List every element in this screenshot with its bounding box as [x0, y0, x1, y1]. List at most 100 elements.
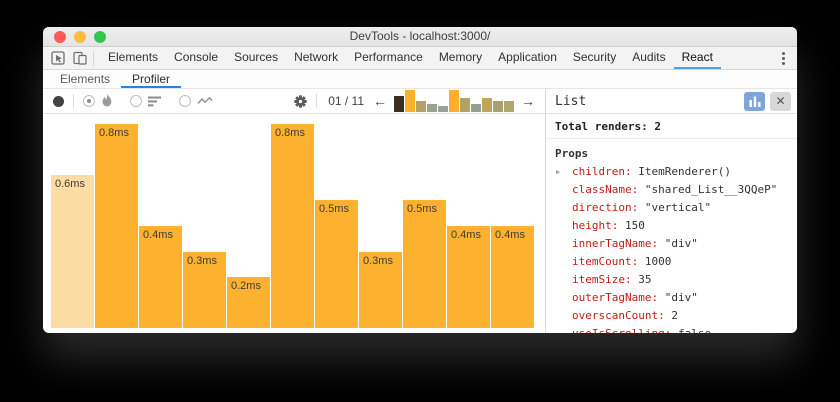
commit-bar-10[interactable]: 0.4ms — [447, 226, 490, 328]
tab-performance[interactable]: Performance — [354, 50, 423, 64]
profiler-left-pane: 01 / 11 ← → 0.6ms 0.8ms 0.4ms 0.3ms 0.2ms 0.8… — [43, 89, 545, 333]
gear-icon — [294, 94, 307, 108]
subtab-profiler[interactable]: Profiler — [121, 70, 181, 88]
minimap-bar-1-selected[interactable] — [394, 96, 404, 112]
traffic-lights — [54, 31, 106, 43]
minimap-bar-4[interactable] — [427, 104, 437, 112]
tab-memory[interactable]: Memory — [438, 50, 483, 64]
prop-name: children: — [572, 165, 632, 178]
prop-value: ItemRenderer() — [631, 165, 731, 178]
flamegraph-radio[interactable] — [83, 95, 95, 107]
prop-row-useIsScrolling: useIsScrolling: false — [546, 325, 797, 333]
minimap-bar-2[interactable] — [405, 90, 415, 112]
bar-chart-icon — [749, 96, 760, 107]
inspect-element-icon[interactable] — [51, 51, 65, 65]
tab-elements[interactable]: Elements — [108, 50, 159, 64]
devtools-tabbar: Elements Console Sources Network Performance… — [43, 47, 797, 70]
tab-console[interactable]: Console — [174, 50, 219, 64]
snapshot-minimap[interactable] — [394, 90, 514, 112]
expand-triangle-icon[interactable]: ▶ — [556, 168, 561, 176]
prop-row-itemSize: itemSize: 35 — [546, 271, 797, 289]
minimize-window-button[interactable] — [74, 31, 86, 43]
commit-bar-label: 0.4ms — [143, 229, 173, 241]
prop-value: "div" — [658, 237, 698, 250]
devtools-toolbar-icons — [51, 47, 93, 69]
tab-react[interactable]: React — [673, 47, 721, 69]
chart-type-ranked[interactable] — [130, 95, 162, 107]
commit-bar-8[interactable]: 0.3ms — [359, 252, 402, 328]
tab-sources[interactable]: Sources — [234, 50, 279, 64]
devtools-tab-list: Elements Console Sources Network Performance… — [100, 47, 721, 69]
prop-row-height: height: 150 — [546, 217, 797, 235]
interactions-zigzag-icon — [197, 96, 213, 106]
commit-bar-2[interactable]: 0.8ms — [95, 124, 138, 328]
total-renders-value: 2 — [654, 120, 661, 133]
record-button[interactable] — [53, 95, 64, 107]
total-renders: Total renders: 2 — [546, 114, 797, 139]
prop-value: "div" — [658, 291, 698, 304]
minimap-bar-5[interactable] — [438, 106, 448, 112]
commit-bar-4[interactable]: 0.3ms — [183, 252, 226, 328]
zoom-window-button[interactable] — [94, 31, 106, 43]
titlebar: DevTools - localhost:3000/ — [43, 27, 797, 47]
prop-row-itemCount: itemCount: 1000 — [546, 253, 797, 271]
prop-row-direction: direction: "vertical" — [546, 199, 797, 217]
prop-name: direction: — [572, 201, 639, 214]
prop-name: itemCount: — [572, 255, 639, 268]
commit-bar-7[interactable]: 0.5ms — [315, 200, 358, 328]
chart-type-flamegraph[interactable] — [83, 94, 113, 108]
prop-name: innerTagName: — [572, 237, 659, 250]
prop-name: className: — [572, 183, 639, 196]
minimap-bar-3[interactable] — [416, 101, 426, 112]
devtools-window: DevTools - localhost:3000/ Elements Conso… — [43, 27, 797, 333]
interactions-radio[interactable] — [179, 95, 191, 107]
tab-audits[interactable]: Audits — [632, 50, 666, 64]
tab-application[interactable]: Application — [498, 50, 557, 64]
prop-row-className: className: "shared_List__3QQeP" — [546, 181, 797, 199]
render-chart-toggle-button[interactable] — [744, 91, 765, 111]
tab-security[interactable]: Security — [572, 50, 617, 64]
prop-value: 35 — [631, 273, 652, 286]
close-panel-button[interactable]: ✕ — [770, 91, 791, 111]
minimap-bar-9[interactable] — [482, 98, 492, 112]
props-list: ▶ children: ItemRenderer() className: "sha… — [546, 163, 797, 333]
devtools-menu-icon[interactable] — [776, 49, 791, 68]
commit-bar-11[interactable]: 0.4ms — [491, 226, 534, 328]
commit-bar-label: 0.5ms — [407, 203, 437, 215]
panel-body: Total renders: 2 Props ▶ children: ItemRe… — [546, 114, 797, 333]
profiler-toolbar: 01 / 11 ← → — [43, 89, 545, 114]
ranked-radio[interactable] — [130, 95, 142, 107]
chart-type-interactions[interactable] — [179, 95, 213, 107]
minimap-bar-6[interactable] — [449, 90, 459, 112]
props-heading: Props — [555, 147, 589, 160]
settings-button[interactable] — [294, 94, 307, 108]
tab-network[interactable]: Network — [294, 50, 339, 64]
component-detail-panel: List ✕ Total renders: 2 Props ▶ children:… — [545, 89, 797, 333]
next-snapshot-button[interactable]: → — [521, 93, 535, 109]
chart-type-radios — [83, 94, 230, 108]
minimap-bar-8[interactable] — [471, 104, 481, 112]
minimap-bar-11[interactable] — [504, 101, 514, 112]
prop-row-outerTagName: outerTagName: "div" — [546, 289, 797, 307]
prev-snapshot-button[interactable]: ← — [373, 93, 387, 109]
prop-row-overscanCount: overscanCount: 2 — [546, 307, 797, 325]
commit-bar-1[interactable]: 0.6ms — [51, 175, 94, 328]
prop-value: "shared_List__3QQeP" — [638, 183, 778, 196]
minimap-bar-10[interactable] — [493, 101, 503, 112]
subtab-elements[interactable]: Elements — [60, 72, 111, 86]
commit-bar-5[interactable]: 0.2ms — [227, 277, 270, 328]
close-window-button[interactable] — [54, 31, 66, 43]
prop-row-children[interactable]: ▶ children: ItemRenderer() — [546, 163, 797, 181]
commit-bar-6[interactable]: 0.8ms — [271, 124, 314, 328]
device-toolbar-icon[interactable] — [73, 51, 87, 65]
prop-name: height: — [572, 219, 619, 232]
commit-bar-label: 0.8ms — [275, 127, 305, 139]
commit-bar-3[interactable]: 0.4ms — [139, 226, 182, 328]
panel-header: List ✕ — [546, 89, 797, 114]
snapshot-position: 01 / 11 — [328, 94, 364, 108]
profiler-content: 01 / 11 ← → 0.6ms 0.8ms 0.4ms 0.3ms 0.2ms 0.8… — [43, 89, 797, 333]
commit-bar-label: 0.5ms — [319, 203, 349, 215]
minimap-bar-7[interactable] — [460, 98, 470, 112]
commit-bar-9[interactable]: 0.5ms — [403, 200, 446, 328]
window-title: DevTools - localhost:3000/ — [349, 29, 491, 43]
